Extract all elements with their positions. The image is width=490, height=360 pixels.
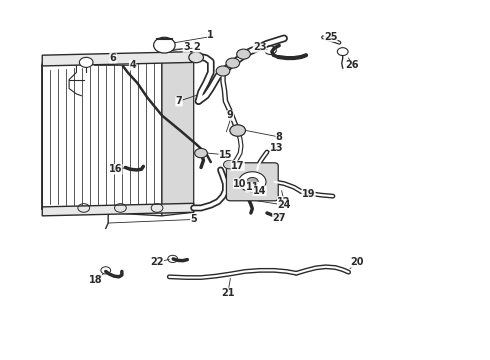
Circle shape (246, 177, 258, 186)
Text: 16: 16 (109, 164, 122, 174)
Circle shape (195, 148, 207, 158)
Circle shape (79, 57, 93, 67)
Circle shape (223, 160, 235, 169)
Text: 9: 9 (227, 111, 234, 121)
Circle shape (237, 49, 250, 59)
Text: 22: 22 (150, 257, 164, 267)
Circle shape (216, 66, 230, 76)
Text: 25: 25 (324, 32, 337, 41)
Text: 23: 23 (253, 42, 267, 52)
Polygon shape (162, 51, 194, 216)
Circle shape (154, 37, 175, 53)
Circle shape (230, 125, 245, 136)
Text: 26: 26 (346, 60, 359, 70)
FancyBboxPatch shape (226, 163, 278, 201)
Text: 14: 14 (253, 186, 267, 196)
Text: 21: 21 (221, 288, 235, 298)
Text: 19: 19 (302, 189, 315, 199)
Text: 20: 20 (351, 257, 364, 267)
Text: 11: 11 (245, 182, 259, 192)
Circle shape (226, 58, 240, 68)
Text: 12: 12 (277, 197, 291, 207)
Text: 13: 13 (270, 143, 284, 153)
Text: 2: 2 (193, 42, 199, 52)
Polygon shape (42, 203, 194, 216)
Text: 15: 15 (219, 150, 232, 160)
Text: 8: 8 (276, 132, 283, 142)
Text: 27: 27 (272, 213, 286, 222)
Text: 10: 10 (233, 179, 247, 189)
Text: 7: 7 (175, 96, 182, 106)
Text: 3: 3 (183, 42, 190, 52)
Polygon shape (42, 51, 194, 66)
Text: 24: 24 (277, 200, 291, 210)
Text: 6: 6 (110, 53, 117, 63)
Circle shape (189, 52, 203, 63)
Circle shape (337, 48, 348, 55)
Text: 5: 5 (190, 215, 197, 224)
Circle shape (239, 172, 266, 192)
Text: 18: 18 (89, 275, 103, 285)
Text: 17: 17 (231, 161, 245, 171)
Text: 1: 1 (207, 30, 214, 40)
Text: 4: 4 (129, 60, 136, 70)
